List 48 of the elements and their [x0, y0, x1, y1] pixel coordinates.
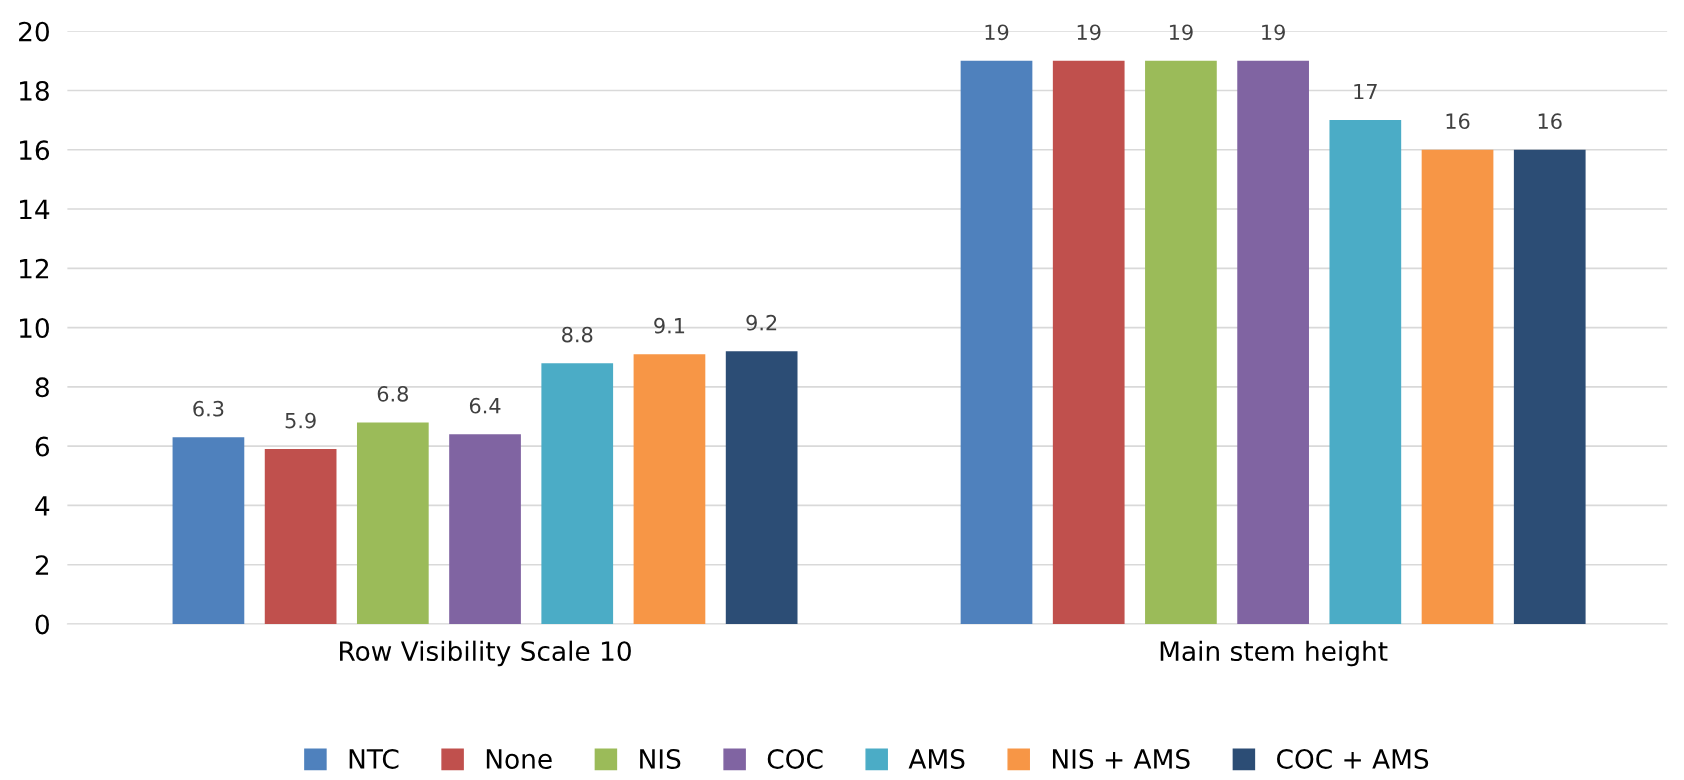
legend-label: NIS: [640, 748, 681, 769]
data-label: 19: [1169, 24, 1193, 41]
legend-label: COC + AMS: [1277, 748, 1429, 769]
bar: [1052, 60, 1125, 624]
data-label: 19: [1262, 24, 1285, 41]
y-tick-label: 2: [35, 555, 49, 575]
x-tick-label: Main stem height: [1160, 640, 1388, 667]
data-label: 19: [985, 24, 1009, 41]
bar: [1237, 60, 1309, 624]
x-tick-label: Row Visibility Scale 10: [340, 640, 631, 667]
y-tick-label: 4: [35, 496, 50, 516]
y-tick-label: 14: [20, 199, 50, 220]
legend-label: AMS: [908, 748, 965, 769]
data-label: 5.9: [285, 412, 316, 429]
bar: [1145, 60, 1217, 624]
data-label: 9.1: [654, 317, 685, 334]
bar: [449, 434, 521, 624]
bar: [356, 422, 429, 624]
data-label: 8.8: [562, 326, 593, 343]
data-label: 6.8: [377, 385, 408, 402]
y-tick-label: 6: [35, 436, 50, 457]
y-tick-label: 0: [35, 614, 49, 635]
y-tick-label: 16: [20, 140, 50, 161]
legend-label: NTC: [349, 748, 399, 769]
y-tick-label: 10: [20, 318, 49, 338]
bar: [633, 354, 706, 624]
bar: [1513, 149, 1586, 624]
bar: [1421, 149, 1494, 624]
data-label: 16: [1446, 113, 1470, 130]
data-label: 17: [1354, 83, 1377, 100]
bar: [172, 437, 245, 624]
y-tick-label: 12: [20, 258, 49, 279]
bar: [541, 363, 614, 624]
y-tick-label: 18: [20, 80, 49, 101]
bar: [1329, 120, 1402, 624]
bar: [960, 60, 1033, 624]
legend-label: NIS + AMS: [1052, 748, 1190, 769]
bar: [725, 351, 798, 624]
data-label: 9.2: [746, 314, 777, 331]
data-label: 6.4: [469, 397, 501, 414]
data-label: 6.3: [193, 400, 224, 417]
legend-label: None: [486, 749, 552, 769]
legend-label: COC: [767, 748, 823, 769]
y-tick-label: 8: [35, 377, 49, 398]
y-tick-label: 20: [19, 21, 49, 42]
bar: [264, 449, 337, 624]
data-label: 19: [1077, 24, 1101, 41]
data-label: 16: [1538, 113, 1562, 130]
